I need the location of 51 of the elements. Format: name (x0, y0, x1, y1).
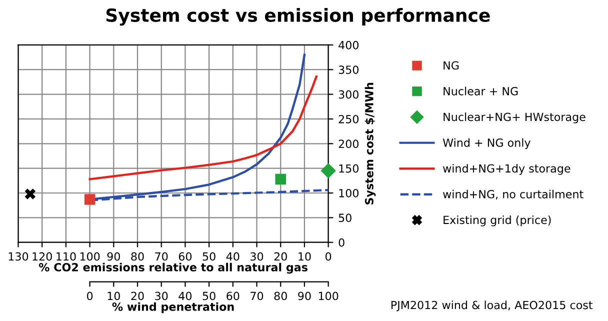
x2-tick-label: 0 (86, 292, 93, 300)
legend-label: NG (444, 61, 459, 70)
x-tick-label: 120 (32, 252, 52, 261)
point (84, 194, 96, 205)
x2-tick-label: 70 (250, 292, 264, 300)
y-tick-label: 400 (338, 40, 359, 50)
x-tick-label: 10 (298, 252, 311, 261)
x2-tick-label: 10 (108, 292, 120, 300)
legend-label: Nuclear+NG+ HWstorage (444, 112, 586, 124)
point (275, 174, 286, 185)
x-tick-label: 40 (226, 252, 240, 261)
y-tick-label: 350 (338, 66, 359, 74)
point (320, 163, 336, 178)
x-axis-title: % CO2 emissions relative to all natural gas (38, 262, 308, 274)
x-tick-label: 130 (8, 252, 28, 261)
legend-label: wind+NG+1dy storage (443, 164, 570, 175)
x2-tick-label: 40 (178, 292, 192, 300)
x2-tick-label: 80 (274, 292, 287, 300)
legend-label: Existing grid (price) (444, 216, 551, 226)
x2-tick-label: 90 (298, 292, 311, 300)
legend-label: wind+NG, no curtailment (443, 190, 584, 200)
x2-tick-label: 100 (318, 292, 338, 300)
x-tick-label: 90 (107, 252, 120, 261)
chart-title: System cost vs emission performance (106, 8, 490, 26)
x2-tick-label: 50 (202, 292, 216, 300)
x2-tick-label: 20 (131, 292, 144, 300)
x-tick-label: 0 (326, 252, 332, 261)
x-tick-label: 80 (131, 252, 144, 261)
y-axis-title: System cost $/MWh (364, 82, 376, 204)
y-tick-label: 100 (339, 188, 359, 198)
y-tick-label: 50 (338, 214, 352, 222)
x-tick-label: 60 (178, 252, 192, 261)
x2-tick-label: 60 (226, 292, 240, 300)
x2-tick-label: 30 (155, 292, 168, 300)
text: PJM2012 wind & load, AEO2015 cost (391, 300, 593, 312)
y-tick-label: 200 (338, 140, 359, 148)
x2-axis-title: % wind penetration (112, 302, 234, 314)
x-tick-label: 110 (56, 252, 76, 261)
y-tick-label: 300 (338, 90, 359, 99)
x-tick-label: 50 (202, 252, 216, 261)
x-tick-label: 70 (155, 252, 168, 261)
y-tick-label: 0 (338, 238, 344, 247)
line-series (88, 75, 318, 180)
x-tick-label: 100 (80, 252, 100, 261)
legend-label: Wind + NG only (442, 138, 530, 150)
legend-label: Nuclear + NG (444, 86, 518, 96)
y-tick-label: 150 (339, 164, 359, 173)
x-tick-label: 20 (274, 252, 287, 261)
y-tick-label: 250 (338, 114, 359, 124)
point (24, 188, 36, 200)
x-tick-label: 30 (250, 252, 264, 261)
